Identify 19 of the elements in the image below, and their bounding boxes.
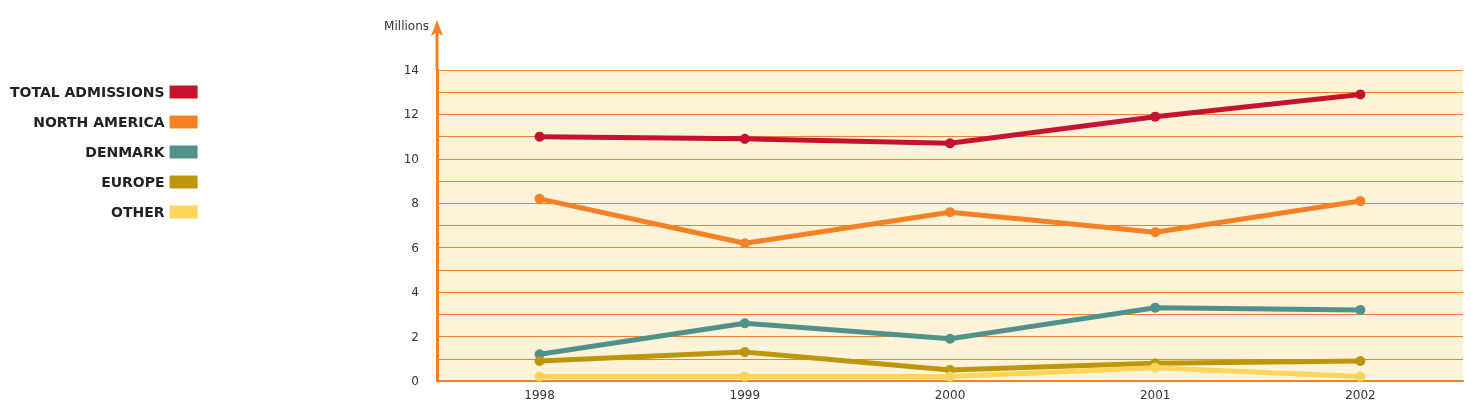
x-tick-label: 2001 xyxy=(1139,388,1171,402)
x-tick-label: 1999 xyxy=(729,388,761,402)
y-axis-title: Millions xyxy=(384,19,429,33)
x-tick-label: 2002 xyxy=(1345,388,1376,402)
legend-label: EUROPE xyxy=(101,174,165,190)
x-tick-label: 2000 xyxy=(934,388,966,402)
y-tick-label: 14 xyxy=(403,63,419,77)
legend-label: OTHER xyxy=(111,204,165,220)
y-tick-label: 6 xyxy=(411,240,419,255)
x-tick-label: 1998 xyxy=(524,388,555,402)
legend-label: TOTAL ADMISSIONS xyxy=(9,84,165,100)
y-tick-label: 10 xyxy=(403,151,419,166)
y-tick-label: 2 xyxy=(411,329,419,344)
legend-label: DENMARK xyxy=(85,144,166,160)
legend-label: NORTH AMERICA xyxy=(33,114,165,130)
y-tick-label: 8 xyxy=(411,196,419,211)
y-tick-label: 4 xyxy=(411,285,419,300)
y-tick-label: 12 xyxy=(403,107,419,122)
y-tick-label: 0 xyxy=(411,374,419,388)
